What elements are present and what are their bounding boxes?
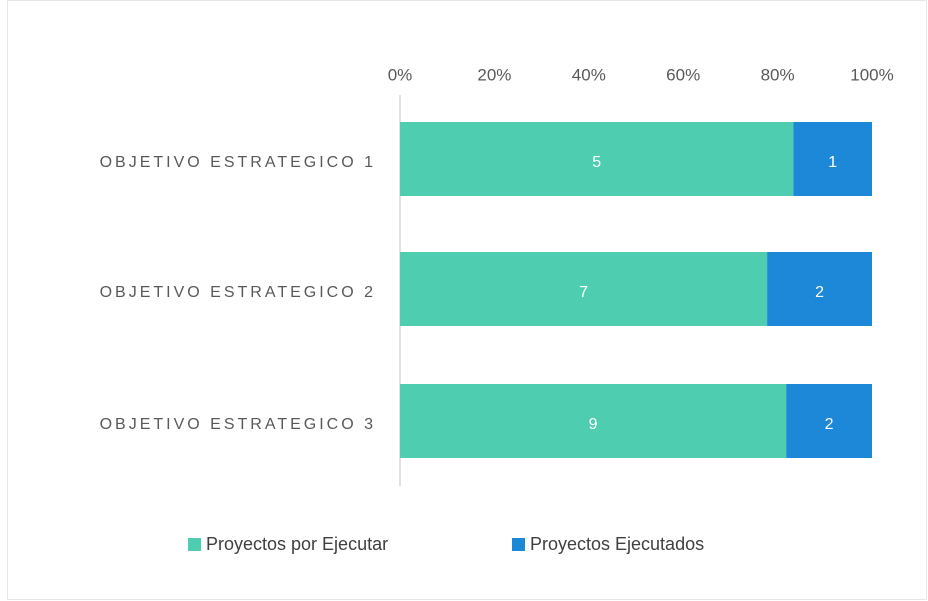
bar-segment bbox=[400, 122, 794, 196]
legend-swatch bbox=[512, 538, 525, 551]
category-label: OBJETIVO ESTRATEGICO 2 bbox=[100, 284, 376, 301]
category-label: OBJETIVO ESTRATEGICO 1 bbox=[100, 154, 376, 171]
x-tick-label: 100% bbox=[850, 65, 893, 84]
data-label: 7 bbox=[579, 284, 588, 301]
x-tick-label: 20% bbox=[477, 65, 511, 84]
data-label: 5 bbox=[592, 154, 601, 171]
data-label: 9 bbox=[589, 416, 598, 433]
data-label: 1 bbox=[828, 154, 837, 171]
data-label: 2 bbox=[825, 416, 834, 433]
bar-segment bbox=[400, 384, 787, 458]
legend-swatch bbox=[188, 538, 201, 551]
bar-segment bbox=[767, 252, 872, 326]
x-tick-label: 60% bbox=[666, 65, 700, 84]
bar-segment bbox=[400, 252, 768, 326]
x-tick-label: 80% bbox=[761, 65, 795, 84]
x-tick-label: 0% bbox=[388, 65, 413, 84]
category-label: OBJETIVO ESTRATEGICO 3 bbox=[100, 416, 376, 433]
legend-label: Proyectos Ejecutados bbox=[530, 534, 704, 554]
bar-segment bbox=[786, 384, 872, 458]
x-tick-label: 40% bbox=[572, 65, 606, 84]
bar-segment bbox=[793, 122, 872, 196]
data-label: 2 bbox=[815, 284, 824, 301]
legend-label: Proyectos por Ejecutar bbox=[206, 534, 388, 554]
